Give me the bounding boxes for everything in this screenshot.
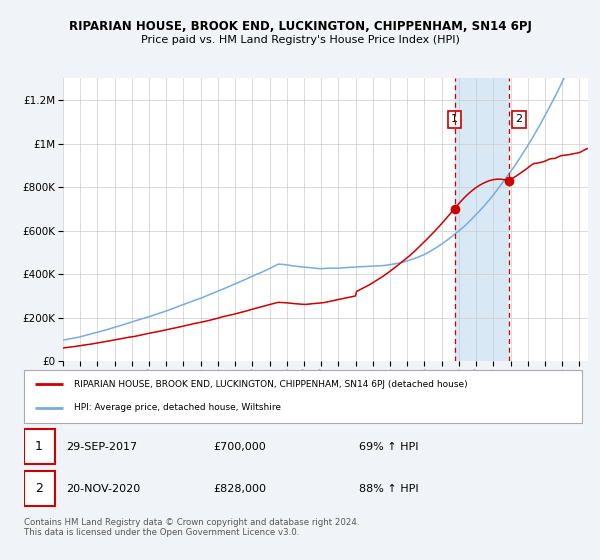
Bar — [455, 78, 509, 361]
Text: HPI: Average price, detached house, Wiltshire: HPI: Average price, detached house, Wilt… — [74, 403, 281, 412]
Text: 69% ↑ HPI: 69% ↑ HPI — [359, 442, 418, 451]
Text: 2: 2 — [515, 114, 523, 124]
Text: 20-NOV-2020: 20-NOV-2020 — [66, 484, 140, 493]
Text: 88% ↑ HPI: 88% ↑ HPI — [359, 484, 418, 493]
Text: 1: 1 — [35, 440, 43, 453]
Text: Price paid vs. HM Land Registry's House Price Index (HPI): Price paid vs. HM Land Registry's House … — [140, 35, 460, 45]
FancyBboxPatch shape — [24, 429, 55, 464]
Text: RIPARIAN HOUSE, BROOK END, LUCKINGTON, CHIPPENHAM, SN14 6PJ: RIPARIAN HOUSE, BROOK END, LUCKINGTON, C… — [68, 20, 532, 32]
Text: 2: 2 — [35, 482, 43, 495]
Text: RIPARIAN HOUSE, BROOK END, LUCKINGTON, CHIPPENHAM, SN14 6PJ (detached house): RIPARIAN HOUSE, BROOK END, LUCKINGTON, C… — [74, 380, 468, 389]
Text: £700,000: £700,000 — [214, 442, 266, 451]
FancyBboxPatch shape — [24, 471, 55, 506]
Text: 29-SEP-2017: 29-SEP-2017 — [66, 442, 137, 451]
FancyBboxPatch shape — [24, 370, 582, 423]
Text: 1: 1 — [451, 114, 458, 124]
Text: Contains HM Land Registry data © Crown copyright and database right 2024.
This d: Contains HM Land Registry data © Crown c… — [24, 518, 359, 538]
Text: £828,000: £828,000 — [214, 484, 267, 493]
